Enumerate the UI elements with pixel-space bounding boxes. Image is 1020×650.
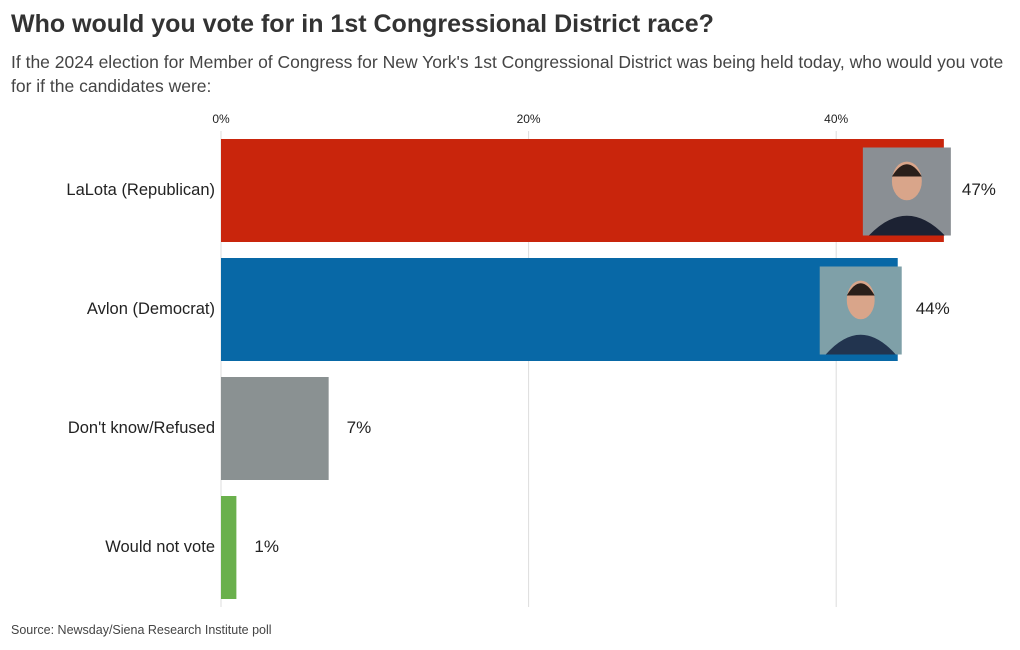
value-label: 44% bbox=[916, 299, 950, 318]
chart-subtitle: If the 2024 election for Member of Congr… bbox=[11, 52, 1004, 96]
photo-body bbox=[825, 334, 896, 355]
chart-title: Who would you vote for in 1st Congressio… bbox=[11, 10, 714, 38]
bar bbox=[221, 139, 944, 242]
y-tick-label: LaLota (Republican) bbox=[66, 181, 215, 199]
photo-body bbox=[868, 215, 945, 236]
x-tick-label: 0% bbox=[212, 112, 230, 126]
source-note: Source: Newsday/Siena Research Institute… bbox=[11, 623, 272, 637]
value-label: 7% bbox=[347, 418, 372, 437]
bar bbox=[221, 496, 237, 599]
x-tick-label: 40% bbox=[824, 112, 848, 126]
photo-hair bbox=[891, 164, 922, 177]
x-tick-label: 20% bbox=[517, 112, 541, 126]
photo-hair bbox=[846, 283, 875, 296]
y-tick-label: Avlon (Democrat) bbox=[87, 300, 215, 318]
bar bbox=[221, 258, 898, 361]
y-tick-label: Don't know/Refused bbox=[68, 419, 215, 437]
bar bbox=[221, 377, 329, 480]
y-tick-label: Would not vote bbox=[105, 538, 215, 556]
chart: 0% 20% 40% LaLota (Republican) 47% Avlon (Dem… bbox=[66, 112, 996, 607]
candidate-photo bbox=[819, 266, 902, 355]
candidate-photo bbox=[862, 147, 951, 236]
value-label: 47% bbox=[962, 180, 996, 199]
value-label: 1% bbox=[254, 537, 279, 556]
